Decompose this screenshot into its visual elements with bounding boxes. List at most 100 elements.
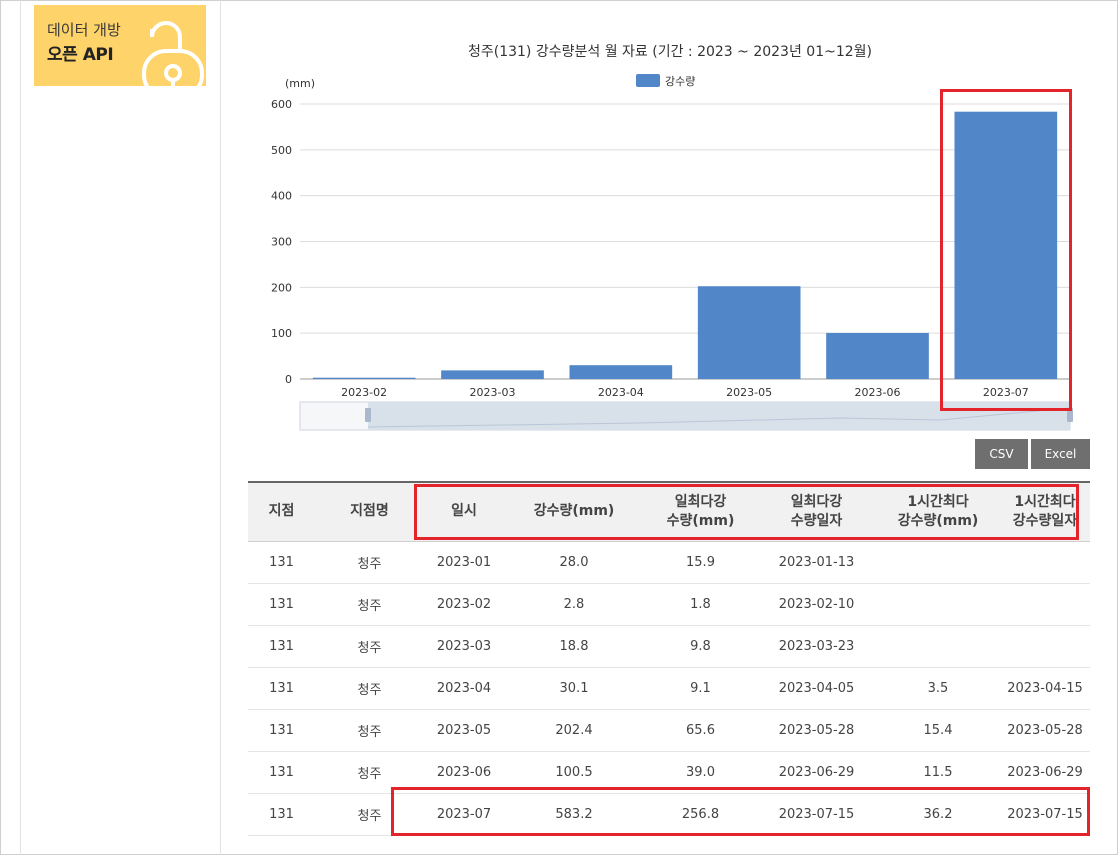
- table-cell: 2023-05-28: [757, 709, 876, 752]
- bar-2023-04[interactable]: [569, 365, 673, 379]
- open-api-banner[interactable]: 데이터 개방 오픈 API: [34, 5, 206, 86]
- table-cell: 2023-06-29: [757, 751, 876, 794]
- zoom-handle-left[interactable]: [365, 408, 371, 422]
- column-header: 1시간최다 강수량(mm): [897, 493, 979, 529]
- table-cell: 청주: [315, 583, 424, 626]
- table-cell: 202.4: [504, 709, 644, 752]
- table-cell: 30.1: [504, 667, 644, 710]
- y-tick-label: 500: [271, 144, 292, 157]
- table-cell: 39.0: [644, 751, 757, 794]
- y-tick-label: 600: [271, 98, 292, 111]
- y-tick-label: 200: [271, 281, 292, 294]
- table-cell: 2023-02: [424, 583, 504, 626]
- table-cell: 2023-02-10: [757, 583, 876, 626]
- chart-title: 청주(131) 강수량분석 월 자료 (기간 : 2023 ~ 2023년 01…: [468, 44, 872, 60]
- banner-line1: 데이터 개방: [47, 21, 121, 39]
- y-tick-label: 100: [271, 327, 292, 340]
- table-cell: [876, 541, 1000, 584]
- table-cell: 131: [248, 793, 315, 836]
- table-cell: [876, 583, 1000, 626]
- y-tick-label: 0: [285, 373, 292, 386]
- legend-swatch: [636, 74, 660, 87]
- table-cell: 2023-07: [424, 793, 504, 836]
- column-header: 일시: [451, 503, 477, 520]
- table-cell: 2.8: [504, 583, 644, 626]
- rainfall-table: 지점 지점명 일시 강수량(mm) 일최다강 수량(mm) 일최다강 수량일자 1시간최다 강수량…: [248, 481, 1090, 836]
- x-tick-label: 2023-07: [983, 386, 1029, 399]
- table-row: 131 청주 2023-04 30.1 9.1 2023-04-05 3.5 2023-04-…: [248, 667, 1090, 710]
- x-tick-label: 2023-04: [598, 386, 644, 399]
- table-cell: 청주: [315, 541, 424, 584]
- table-cell: [876, 625, 1000, 668]
- table-cell: 256.8: [644, 793, 757, 836]
- zoom-slider[interactable]: [299, 401, 1073, 431]
- table-cell: 65.6: [644, 709, 757, 752]
- table-cell: 15.9: [644, 541, 757, 584]
- bar-2023-05[interactable]: [697, 286, 801, 379]
- table-cell: 청주: [315, 667, 424, 710]
- table-cell: 2023-05-28: [1000, 709, 1090, 752]
- column-header: 1시간최다 강수량일자: [1012, 493, 1078, 529]
- table-cell: 9.1: [644, 667, 757, 710]
- zoom-handle-right[interactable]: [1067, 408, 1073, 422]
- table-cell: 청주: [315, 793, 424, 836]
- table-cell: 100.5: [504, 751, 644, 794]
- table-cell: 1.8: [644, 583, 757, 626]
- table-cell: 9.8: [644, 625, 757, 668]
- table-row: 131 청주 2023-05 202.4 65.6 2023-05-28 15.4 2023-…: [248, 709, 1090, 752]
- legend-label[interactable]: 강수량: [665, 75, 695, 88]
- y-tick-label: 400: [271, 190, 292, 203]
- x-tick-label: 2023-05: [726, 386, 772, 399]
- table-cell: 2023-07-15: [757, 793, 876, 836]
- table-cell: 131: [248, 667, 315, 710]
- table-cell: 15.4: [876, 709, 1000, 752]
- sidebar-divider: [220, 0, 221, 855]
- table-cell: 2023-01-13: [757, 541, 876, 584]
- table-cell: 583.2: [504, 793, 644, 836]
- table-cell: 131: [248, 583, 315, 626]
- csv-download-button[interactable]: CSV: [975, 439, 1028, 469]
- bar-2023-06[interactable]: [826, 332, 929, 379]
- table-cell: 131: [248, 751, 315, 794]
- excel-download-button[interactable]: Excel: [1031, 439, 1090, 469]
- table-cell: 18.8: [504, 625, 644, 668]
- table-cell: 2023-04-05: [757, 667, 876, 710]
- table-cell: 131: [248, 625, 315, 668]
- left-divider: [20, 0, 21, 855]
- table-cell: 2023-06: [424, 751, 504, 794]
- bar-2023-03[interactable]: [441, 370, 544, 379]
- table-row: 131 청주 2023-01 28.0 15.9 2023-01-13: [248, 541, 1090, 584]
- column-header: 일최다강 수량(mm): [666, 493, 735, 529]
- table-body: 131 청주 2023-01 28.0 15.9 2023-01-13 131 청주 2023-…: [248, 541, 1090, 836]
- table-cell: 2023-01: [424, 541, 504, 584]
- table-row: 131 청주 2023-02 2.8 1.8 2023-02-10: [248, 583, 1090, 626]
- table-header-row: 지점 지점명 일시 강수량(mm) 일최다강 수량(mm) 일최다강 수량일자 1시간최다 강수량…: [248, 482, 1090, 541]
- column-header: 지점명: [350, 503, 389, 520]
- y-axis-unit: (mm): [285, 77, 315, 90]
- lock-icon: [142, 21, 204, 86]
- chart-area: 청주(131) 강수량분석 월 자료 (기간 : 2023 ~ 2023년 01…: [240, 30, 1100, 440]
- table-cell: 131: [248, 709, 315, 752]
- column-header: 일최다강 수량일자: [790, 493, 843, 529]
- table-cell: 2023-07-15: [1000, 793, 1090, 836]
- table-cell: [1000, 583, 1090, 626]
- table-row: 131 청주 2023-03 18.8 9.8 2023-03-23: [248, 625, 1090, 668]
- table-row: 131 청주 2023-06 100.5 39.0 2023-06-29 11.5 2023-…: [248, 751, 1090, 794]
- table-row: 131 청주 2023-07 583.2 256.8 2023-07-15 36.2 2023…: [248, 793, 1090, 836]
- table-cell: 청주: [315, 751, 424, 794]
- table-cell: 청주: [315, 625, 424, 668]
- bar-2023-02[interactable]: [312, 377, 416, 379]
- table-cell: 2023-06-29: [1000, 751, 1090, 794]
- table-cell: 2023-04: [424, 667, 504, 710]
- table-cell: 2023-05: [424, 709, 504, 752]
- rainfall-bar-chart: 청주(131) 강수량분석 월 자료 (기간 : 2023 ~ 2023년 01…: [271, 44, 1073, 431]
- table-cell: 28.0: [504, 541, 644, 584]
- table-cell: 2023-03: [424, 625, 504, 668]
- table-cell: 2023-04-15: [1000, 667, 1090, 710]
- x-tick-label: 2023-06: [855, 386, 901, 399]
- table-cell: 3.5: [876, 667, 1000, 710]
- y-tick-label: 300: [271, 236, 292, 249]
- bar-2023-07[interactable]: [954, 111, 1058, 379]
- column-header: 강수량(mm): [533, 503, 615, 520]
- table-cell: [1000, 625, 1090, 668]
